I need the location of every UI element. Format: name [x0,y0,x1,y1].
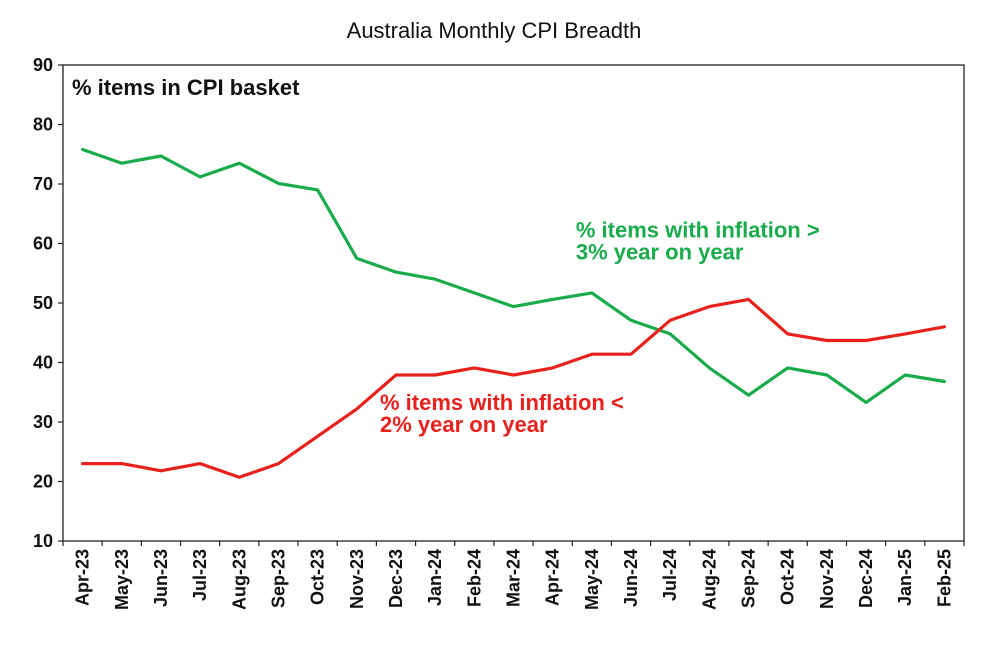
x-tick-label: Apr-23 [73,549,93,606]
y-axis: 10 20 30 40 50 60 70 80 90 [33,55,63,551]
plot-area [62,64,965,542]
annotation-1-line-0: % items with inflation < [380,390,624,415]
x-tick-label: Feb-24 [464,549,484,607]
x-tick-label: Jun-24 [621,549,641,607]
x-tick-label: Nov-24 [817,549,837,609]
annotation-0-line-1: 3% year on year [576,240,744,265]
x-tick-label: Jul-23 [190,549,210,601]
annotation-layer: % items with inflation >3% year on year%… [380,218,820,438]
x-tick-label: Oct-24 [778,549,798,605]
series-line-1 [80,297,947,479]
x-tick-label: May-24 [582,549,602,610]
x-tick-label: Aug-24 [699,549,719,610]
x-tick-label: Feb-25 [934,549,954,607]
x-tick-label: Mar-24 [504,549,524,607]
x-tick-label: Dec-23 [386,549,406,608]
x-tick-label: Jun-23 [151,549,171,607]
x-tick-label: Jan-25 [895,549,915,606]
x-tick-label: Nov-23 [347,549,367,609]
annotation-1-line-1: 2% year on year [380,412,548,437]
x-tick-label: Jul-24 [660,549,680,601]
y-tick-label: 90 [33,55,53,75]
x-tick-label: Sep-24 [739,549,759,608]
y-tick-label: 20 [33,472,53,492]
chart-title: Australia Monthly CPI Breadth [347,18,642,43]
series-layer [80,147,947,479]
x-tick-label: Oct-23 [308,549,328,605]
y-axis-label: % items in CPI basket [72,75,300,100]
annotation-0-line-0: % items with inflation > [576,218,820,243]
y-tick-label: 10 [33,531,53,551]
y-tick-label: 70 [33,174,53,194]
x-tick-label: Aug-23 [229,549,249,610]
x-tick-label: May-23 [112,549,132,610]
y-tick-label: 80 [33,115,53,135]
x-axis: Apr-23 May-23 Jun-23 Jul-23 Aug-23 Sep-23 Oct-… [62,541,965,610]
x-tick-label: Dec-24 [856,549,876,608]
y-tick-label: 50 [33,293,53,313]
y-tick-label: 40 [33,353,53,373]
x-tick-label: Jan-24 [425,549,445,606]
series-line-0 [80,147,947,404]
x-tick-label: Sep-23 [268,549,288,608]
y-tick-label: 30 [33,412,53,432]
x-tick-label: Apr-24 [543,549,563,606]
y-tick-label: 60 [33,234,53,254]
